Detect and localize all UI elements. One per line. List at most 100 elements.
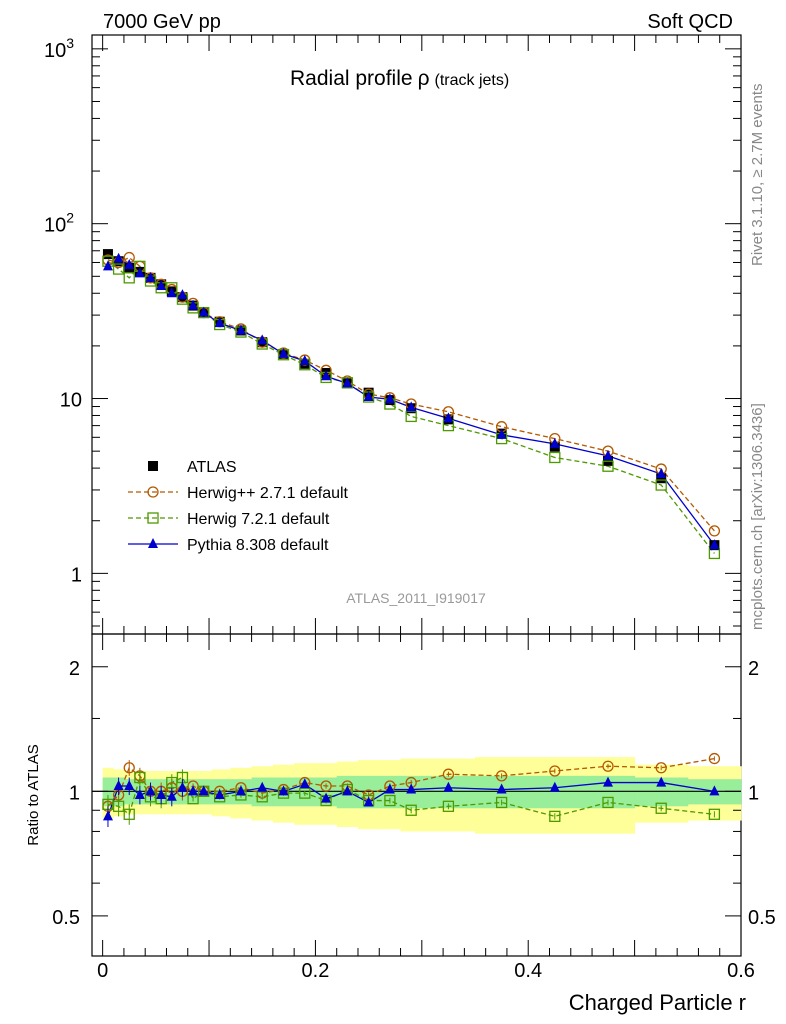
pythia-point <box>124 259 135 270</box>
herwig-ratio-point <box>405 804 417 816</box>
legend-label-herwig: Herwig++ 2.7.1 default <box>187 485 349 502</box>
pythia-ratio-point <box>299 778 310 789</box>
pythia-ratio-point <box>342 785 353 796</box>
pythia-point <box>406 401 417 412</box>
y-tick-label: 10 <box>60 390 82 412</box>
pythia-ratio-point <box>709 785 720 796</box>
pythia-point <box>384 393 395 404</box>
pythia-ratio-point <box>214 788 225 799</box>
pythia-ratio-point <box>198 785 209 796</box>
herwig-ratio-point <box>549 810 561 823</box>
pythia-ratio-point <box>443 781 454 792</box>
chart-title-symbol: ρ <box>418 67 430 90</box>
y-tick-exponent: 2 <box>66 210 74 226</box>
legend-marker-pythia <box>148 538 158 548</box>
herwig-ratio-point <box>256 791 268 803</box>
atlas-point <box>656 473 667 484</box>
herwig-ratio-point <box>495 796 508 809</box>
x-tick-label: 0 <box>97 960 108 982</box>
herwig-ratio-point <box>495 770 508 782</box>
ratio-tick-label-left: 2 <box>69 658 80 680</box>
ratio-tick-label-left: 0.5 <box>52 907 80 929</box>
pythia-ratio-point <box>235 785 246 796</box>
pythia-point <box>603 449 614 460</box>
herwig-point <box>123 272 135 284</box>
chart-title-suffix: (track jets) <box>435 72 510 89</box>
x-axis-label: Charged Particle r <box>569 990 746 1015</box>
herwig-ratio-point <box>708 808 721 820</box>
herwig-point <box>405 410 417 423</box>
pythia-point <box>198 306 209 317</box>
pythia-point <box>102 260 113 271</box>
header-left: 7000 GeV pp <box>103 11 221 33</box>
pythia-point <box>235 324 246 335</box>
pythia-ratio-point <box>363 796 374 807</box>
pythia-ratio-point <box>134 788 145 799</box>
herwig-ratio-point <box>384 794 396 807</box>
pythia-point <box>177 289 188 300</box>
pythia-ratio-point <box>166 790 177 801</box>
pythia-ratio-point <box>549 781 560 792</box>
rivet-version-label: Rivet 3.1.10, ≥ 2.7M events <box>749 84 766 267</box>
pythia-point <box>363 391 374 402</box>
atlas-point <box>102 249 113 260</box>
herwig-ratio-point <box>320 780 332 792</box>
ratio-band-inner <box>528 775 582 809</box>
pythia-point <box>134 267 145 278</box>
herwig-point <box>112 263 125 275</box>
chart-title-main: Radial profile <box>290 67 413 90</box>
herwig-ratio-point <box>442 768 455 780</box>
y-tick-label: 1 <box>71 564 82 586</box>
pythia-point <box>278 347 289 358</box>
pythia-point <box>549 437 560 448</box>
x-tick-label: 0.2 <box>302 960 330 982</box>
pythia-ratio-point <box>124 780 135 791</box>
herwig-ratio-line <box>107 775 715 818</box>
y-axis-label-ratio: Ratio to ATLAS <box>25 744 42 845</box>
legend-label-herwig: Herwig 7.2.1 default <box>187 511 330 528</box>
ratio-tick-label-right: 2 <box>748 658 759 680</box>
herwig-ratio-point <box>123 762 135 774</box>
herwig-point <box>655 479 667 491</box>
pythia-ratio-point <box>321 792 332 803</box>
herwig-ratio-point <box>655 802 667 814</box>
ratio-band-inner <box>429 775 476 809</box>
pythia-ratio-point <box>188 785 199 796</box>
herwig-point <box>549 451 561 464</box>
pythia-ratio-point <box>406 783 417 794</box>
pythia-ratio-point <box>177 781 188 792</box>
pythia-point <box>188 299 199 310</box>
herwig-ratio-point <box>112 800 125 812</box>
herwig-main-line <box>107 260 715 554</box>
pythia-point <box>113 252 124 263</box>
ratio-tick-label-right: 0.5 <box>748 907 776 929</box>
pythia-point <box>342 377 353 388</box>
pythia-point <box>145 271 156 282</box>
header-right: Soft QCD <box>647 11 733 33</box>
herwig-ratio-point <box>442 800 455 812</box>
herwig-ratio-point <box>134 771 146 784</box>
herwig-ratio-point <box>655 762 667 774</box>
pythia-ratio-point <box>102 810 113 821</box>
pythia-ratio-point <box>156 788 167 799</box>
herwig-ratio-point <box>549 765 561 777</box>
pythia-point <box>166 287 177 298</box>
pythia-ratio-point <box>496 783 507 794</box>
herwig-ratio-point <box>602 796 614 809</box>
pythia-point <box>156 280 167 291</box>
pythia-point <box>257 334 268 345</box>
pythia-ratio-point <box>145 785 156 796</box>
legend-marker-herwig <box>147 512 159 524</box>
legend-label-atlas: ATLAS <box>187 459 237 476</box>
y-tick-label: 102 <box>44 210 74 237</box>
ratio-tick-label-left: 1 <box>69 782 80 804</box>
pythia-ratio-point <box>603 776 614 787</box>
pythia-point <box>299 354 310 365</box>
x-tick-label: 0.6 <box>727 960 755 982</box>
analysis-label: ATLAS_2011_I919017 <box>346 590 486 606</box>
y-tick-exponent: 3 <box>66 35 74 51</box>
pythia-point <box>709 539 720 550</box>
herwig-point <box>602 460 614 472</box>
legend-label-pythia: Pythia 8.308 default <box>187 537 329 554</box>
